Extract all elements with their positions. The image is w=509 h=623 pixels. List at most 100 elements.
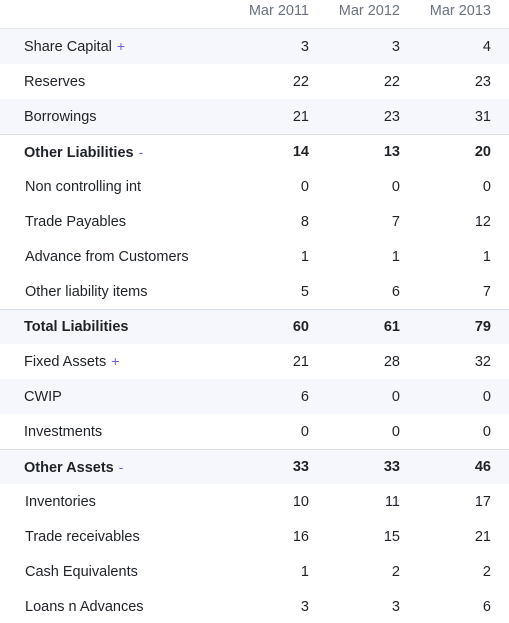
table-body: Share Capital +3 3 4 Reserves 22 22 23 Borrowing… (0, 29, 509, 623)
row-label: Borrowings (0, 109, 236, 125)
column-header-mar-2011[interactable]: Mar 2011 (248, 3, 309, 19)
table-row: Other liability items 5 6 7 (0, 274, 509, 309)
row-value: 4 (482, 38, 491, 55)
table-row: Other Assets - 33 33 46 (0, 449, 509, 484)
row-value: 0 (300, 423, 309, 440)
row-value: 0 (482, 388, 491, 405)
expand-toggle-icon[interactable]: + (116, 38, 126, 54)
table-row: Investments 0 0 0 (0, 414, 509, 449)
row-label-text: Non controlling int (25, 178, 142, 195)
row-value: 21 (292, 108, 309, 125)
row-label-text: Cash Equivalents (25, 563, 138, 580)
row-value: 16 (292, 528, 309, 545)
row-value: 17 (474, 493, 491, 510)
row-value: 0 (482, 178, 491, 195)
row-label-text: Inventories (25, 493, 96, 510)
row-label[interactable]: Other Liabilities - (0, 144, 236, 161)
row-label[interactable]: Fixed Assets + (0, 353, 236, 370)
table-row: Inventories 10 11 17 (0, 484, 509, 519)
row-label: Inventories (0, 494, 236, 510)
row-value: 11 (384, 493, 400, 510)
row-value: 3 (391, 598, 400, 615)
row-value: 31 (474, 108, 491, 125)
row-value: 14 (292, 144, 309, 160)
row-label: Reserves (0, 74, 236, 90)
expand-toggle-icon[interactable]: + (111, 353, 120, 369)
table-row: Non controlling int 0 0 0 (0, 169, 509, 204)
row-label[interactable]: Other Assets - (0, 459, 236, 476)
row-label-text: Total Liabilities (24, 319, 129, 335)
row-value: 22 (292, 73, 309, 90)
row-value: 1 (482, 248, 491, 265)
row-label-text: Other liability items (25, 283, 148, 300)
row-value: 0 (391, 423, 400, 440)
table-row: Trade Payables 8 7 12 (0, 204, 509, 239)
row-label[interactable]: Share Capital + (0, 38, 236, 55)
row-value: 15 (383, 528, 400, 545)
row-value: 6 (482, 598, 491, 615)
row-label: Trade receivables (0, 529, 236, 545)
row-label: CWIP (0, 389, 236, 405)
row-value: 13 (383, 144, 400, 160)
column-header-mar-2013[interactable]: Mar 2013 (429, 3, 491, 19)
row-value: 3 (300, 598, 309, 615)
row-value: 33 (292, 459, 309, 475)
row-value: 0 (482, 423, 491, 440)
row-value: 7 (391, 213, 400, 230)
table-row: CWIP 6 0 0 (0, 379, 509, 414)
collapse-toggle-icon[interactable]: - (138, 143, 144, 160)
row-label: Trade Payables (0, 214, 236, 230)
row-label: Total Liabilities (0, 319, 236, 335)
row-value: 5 (300, 283, 309, 300)
row-value: 33 (383, 459, 400, 475)
row-value: 46 (474, 459, 491, 475)
row-label: Investments (0, 424, 236, 440)
row-value: 3 (391, 38, 400, 55)
row-value: 2 (482, 563, 491, 580)
row-label-text[interactable]: Other Liabilities (24, 144, 134, 161)
table-row: Cash Equivalents 1 2 2 (0, 554, 509, 589)
row-value: 10 (292, 493, 309, 510)
row-value: 0 (391, 178, 400, 195)
table-row: Other Liabilities - 14 13 20 (0, 134, 509, 169)
row-value: 7 (482, 283, 491, 300)
row-value: 1 (391, 248, 400, 265)
row-value: 21 (474, 528, 491, 545)
row-label-text[interactable]: Share Capital (24, 39, 112, 55)
row-value: 1 (300, 248, 309, 265)
row-value: 6 (391, 283, 400, 300)
table-row: Trade receivables 16 15 21 (0, 519, 509, 554)
table-row: Loans n Advances 3 3 6 (0, 589, 509, 623)
table-row: Total Liabilities 60 61 79 (0, 309, 509, 344)
row-value: 0 (391, 388, 400, 405)
row-label: Loans n Advances (0, 599, 236, 615)
row-label-text[interactable]: Fixed Assets (24, 354, 107, 370)
row-label-text: Reserves (24, 73, 86, 90)
row-label-text: Trade receivables (25, 528, 140, 545)
table-header: Mar 2011 Mar 2012 Mar 2013 (0, 0, 509, 29)
row-value: 21 (292, 353, 309, 370)
row-label: Advance from Customers (0, 249, 236, 265)
table-row: Borrowings 21 23 31 (0, 99, 509, 134)
row-value: 60 (292, 319, 309, 335)
row-value: 23 (474, 73, 491, 90)
row-label-text: Investments (24, 423, 103, 440)
row-label-text[interactable]: Other Assets (24, 459, 114, 476)
table-row: Fixed Assets +21 28 32 (0, 344, 509, 379)
row-label: Other liability items (0, 284, 236, 300)
row-label-text: Loans n Advances (25, 598, 144, 615)
row-label-text: Trade Payables (25, 213, 127, 230)
row-value: 32 (474, 353, 491, 370)
row-label: Cash Equivalents (0, 564, 236, 580)
row-value: 23 (383, 108, 400, 125)
row-label-text: Advance from Customers (25, 248, 189, 265)
row-value: 1 (300, 563, 309, 580)
table-row: Advance from Customers 1 1 1 (0, 239, 509, 274)
row-value: 28 (383, 353, 400, 370)
collapse-toggle-icon[interactable]: - (118, 458, 124, 475)
row-value: 20 (474, 144, 491, 160)
row-value: 3 (300, 38, 309, 55)
row-label: Non controlling int (0, 179, 236, 195)
column-header-mar-2012[interactable]: Mar 2012 (338, 3, 400, 19)
